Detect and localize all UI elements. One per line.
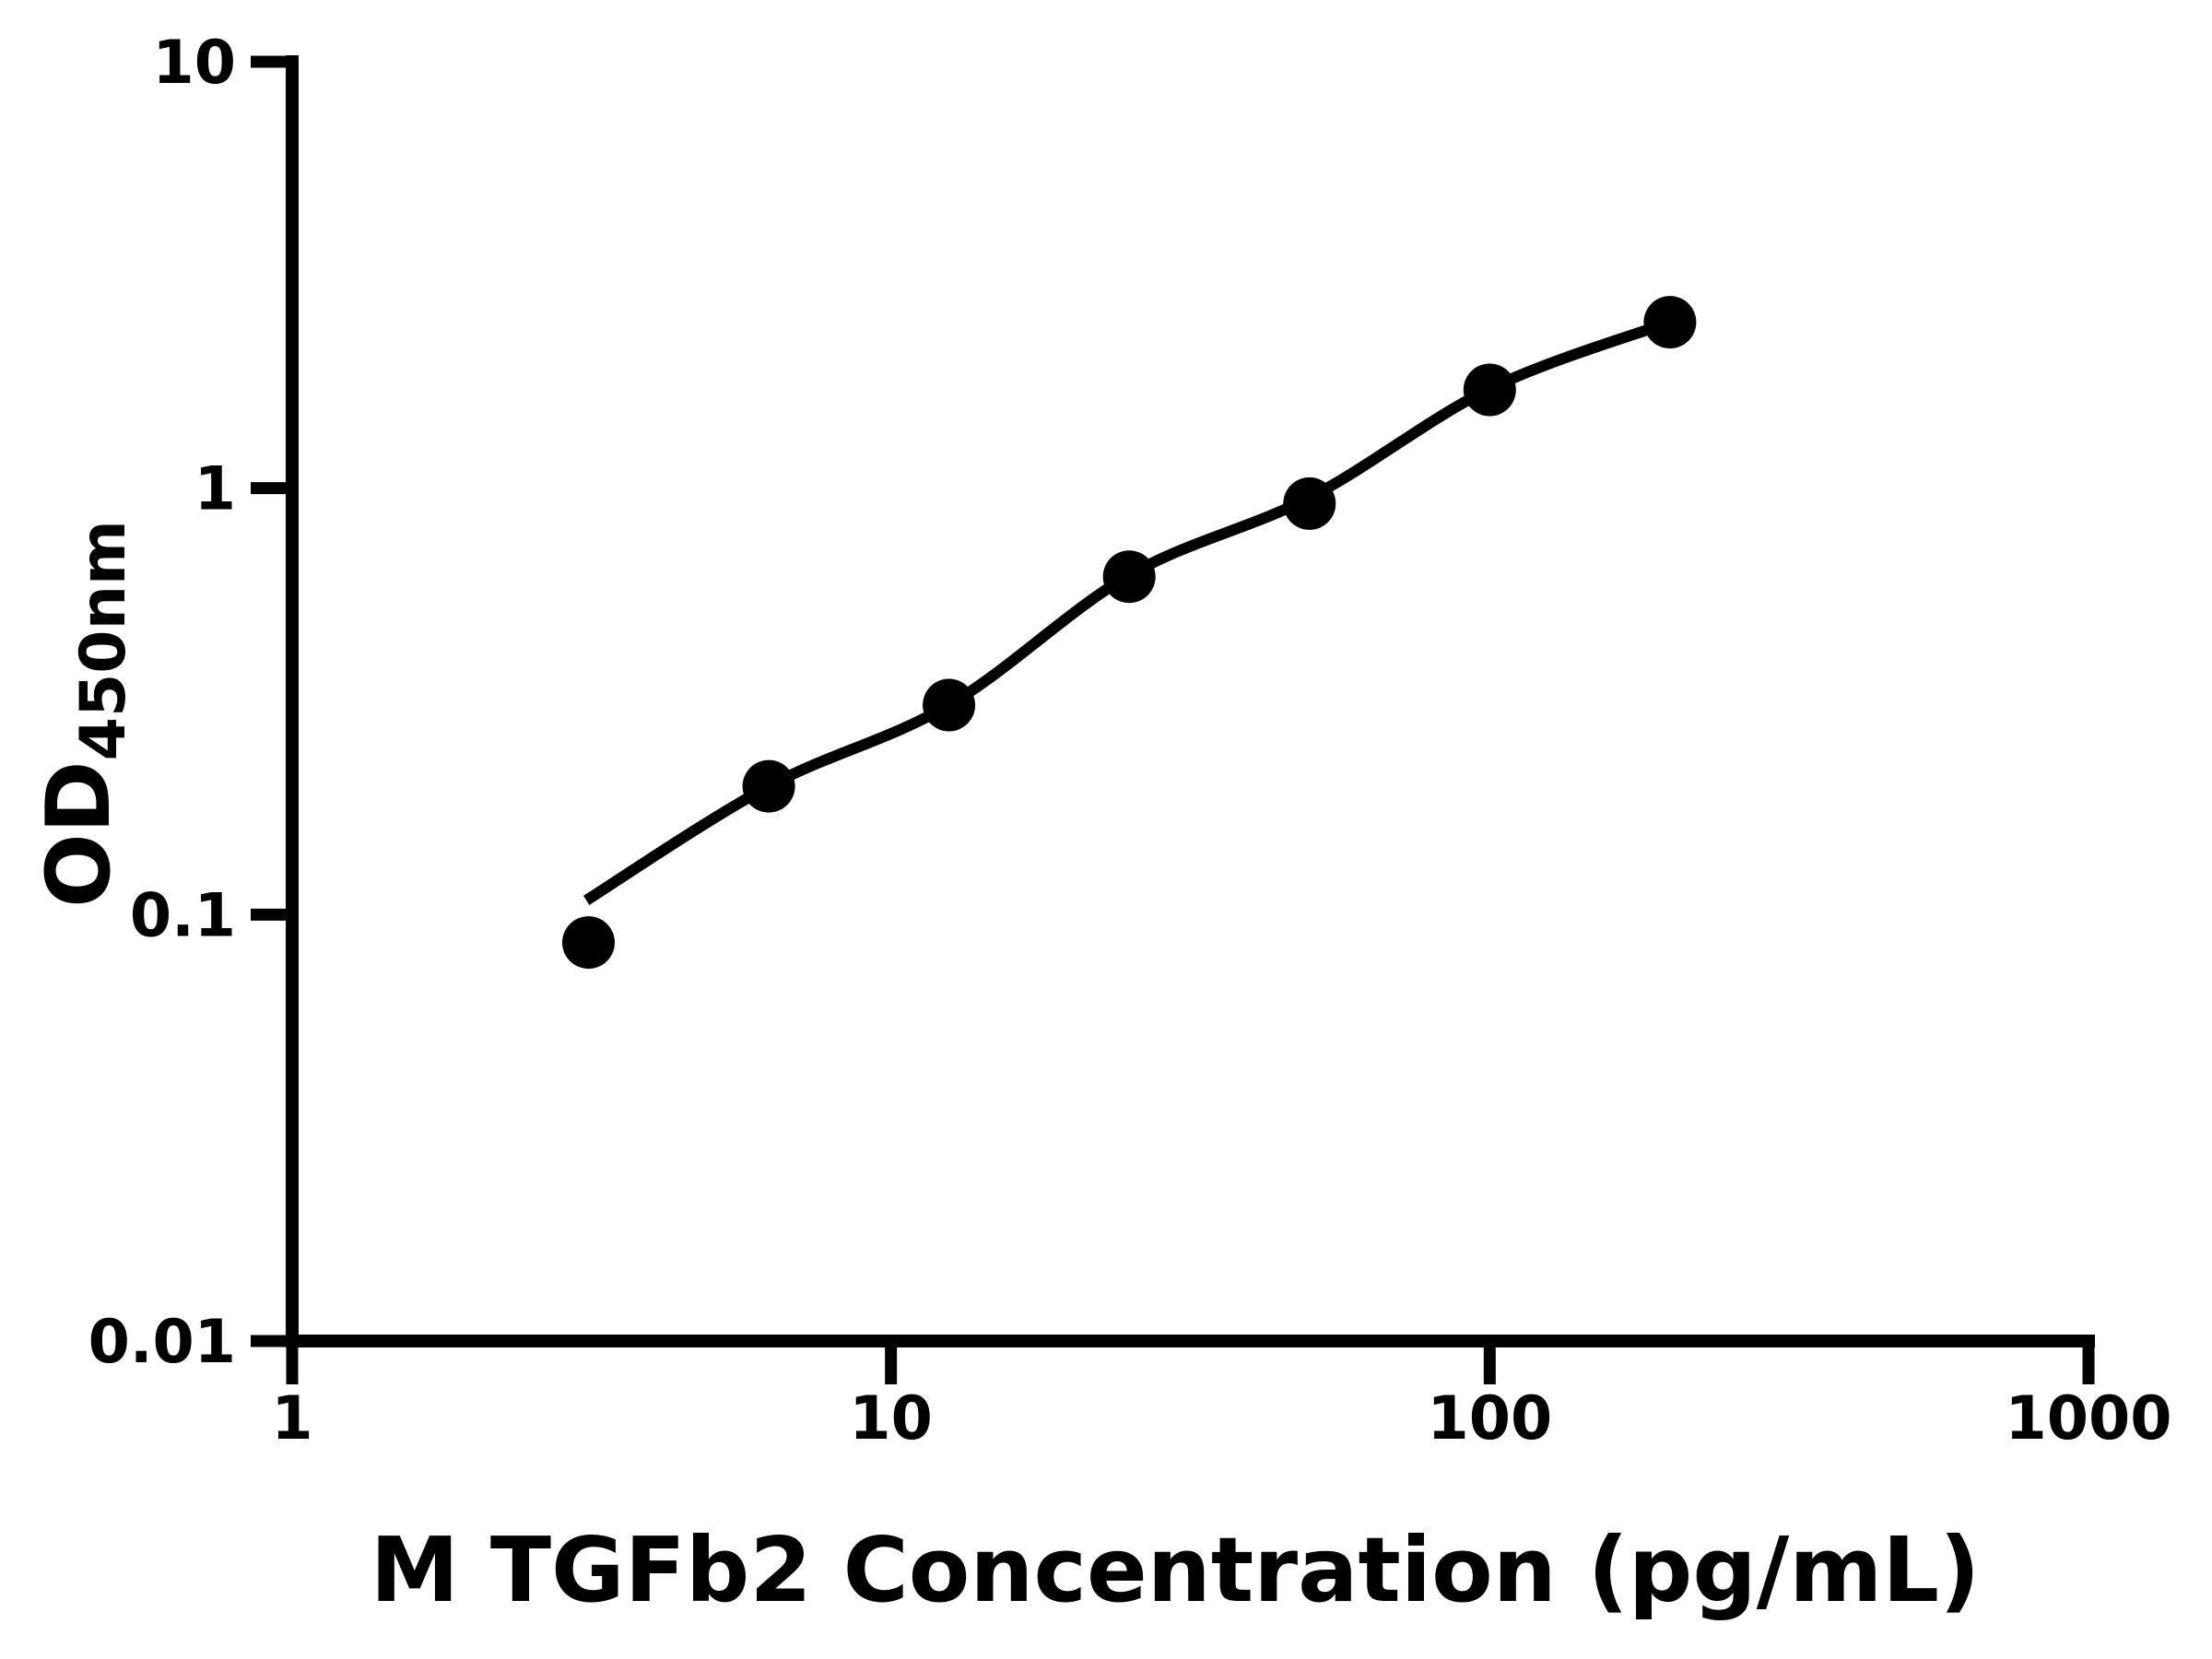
y-tick-label: 10 <box>153 29 236 98</box>
x-axis-title: M TGFb2 Concentration (pg/mL) <box>371 1518 1981 1622</box>
y-axis-title-main: OD <box>29 760 130 908</box>
y-tick-label: 0.1 <box>130 881 236 950</box>
x-tick-label: 1 <box>271 1384 312 1453</box>
data-point <box>1463 363 1516 417</box>
plot-area: 0.01 0.1 1 10 1 10 100 1000 <box>88 29 2172 1453</box>
data-point <box>742 759 795 813</box>
y-axis-title-subscript: 450nm <box>67 520 140 760</box>
data-point <box>1283 477 1336 530</box>
data-point <box>562 916 615 970</box>
x-tick-label: 1000 <box>2006 1384 2172 1453</box>
y-tick-label: 1 <box>194 455 236 524</box>
data-point <box>1102 550 1156 604</box>
y-axis-title: OD450nm <box>29 520 140 908</box>
x-tick-label: 100 <box>1427 1384 1552 1453</box>
x-tick-label: 10 <box>849 1384 932 1453</box>
data-point <box>923 678 976 732</box>
y-tick-label: 0.01 <box>88 1308 236 1377</box>
data-point <box>1643 296 1697 349</box>
